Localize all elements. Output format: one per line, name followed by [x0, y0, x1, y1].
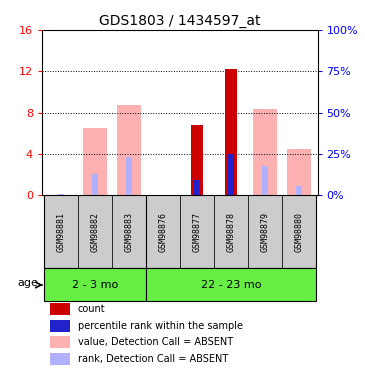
- Bar: [248, 195, 282, 268]
- Text: percentile rank within the sample: percentile rank within the sample: [78, 321, 243, 331]
- Text: GSM98878: GSM98878: [226, 212, 235, 252]
- Bar: [146, 268, 316, 302]
- Text: GSM98877: GSM98877: [192, 212, 201, 252]
- Text: 22 - 23 mo: 22 - 23 mo: [200, 280, 261, 290]
- Bar: [225, 69, 237, 195]
- Bar: [180, 195, 214, 268]
- Bar: [287, 148, 311, 195]
- Text: GSM98876: GSM98876: [158, 212, 167, 252]
- Text: value, Detection Call = ABSENT: value, Detection Call = ABSENT: [78, 338, 233, 347]
- Bar: [50, 336, 69, 348]
- Bar: [112, 195, 146, 268]
- Bar: [262, 166, 268, 195]
- Bar: [44, 195, 78, 268]
- Title: GDS1803 / 1434597_at: GDS1803 / 1434597_at: [99, 13, 261, 28]
- Bar: [83, 128, 107, 195]
- Text: 2 - 3 mo: 2 - 3 mo: [72, 280, 118, 290]
- Bar: [92, 174, 98, 195]
- Bar: [58, 194, 64, 195]
- Text: rank, Detection Call = ABSENT: rank, Detection Call = ABSENT: [78, 354, 228, 364]
- Text: GSM98879: GSM98879: [260, 212, 269, 252]
- Bar: [126, 157, 132, 195]
- Bar: [253, 110, 277, 195]
- Bar: [282, 195, 316, 268]
- Bar: [78, 195, 112, 268]
- Bar: [44, 268, 146, 302]
- Bar: [228, 154, 234, 195]
- Bar: [191, 125, 203, 195]
- Text: count: count: [78, 304, 105, 314]
- Text: GSM98883: GSM98883: [124, 212, 133, 252]
- Bar: [194, 180, 200, 195]
- Bar: [50, 353, 69, 365]
- Bar: [50, 320, 69, 332]
- Bar: [296, 186, 302, 195]
- Bar: [214, 195, 248, 268]
- Text: GSM98880: GSM98880: [294, 212, 303, 252]
- Text: age: age: [18, 278, 39, 288]
- Bar: [50, 303, 69, 315]
- Bar: [146, 195, 180, 268]
- Text: GSM98882: GSM98882: [90, 212, 99, 252]
- Bar: [117, 105, 141, 195]
- Text: GSM98881: GSM98881: [56, 212, 65, 252]
